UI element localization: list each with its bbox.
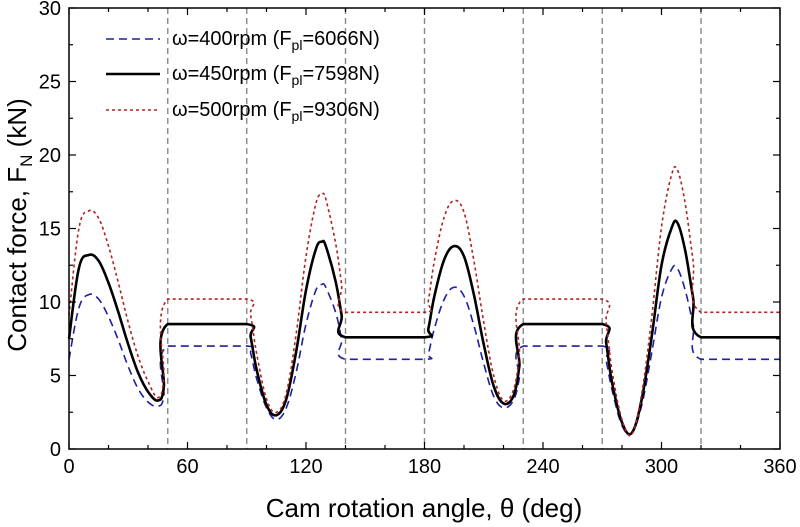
y-tick-label: 0 [50, 439, 61, 461]
legend-label-subscript: pl [292, 72, 303, 88]
x-tick-label: 300 [645, 456, 678, 478]
legend-label-main: ω=450rpm (F [172, 63, 292, 85]
y-tick-label: 10 [39, 292, 61, 314]
y-axis-title-main: Contact force, F [2, 167, 32, 352]
legend-label-tail: =6066N) [302, 28, 379, 50]
legend-label-main: ω=500rpm (F [172, 99, 292, 121]
legend-label: ω=450rpm (Fpl=7598N) [172, 63, 380, 88]
series-lines [67, 165, 780, 437]
y-axis-title: Contact force, FN (kN) [2, 98, 36, 352]
y-axis-title-unit: (kN) [2, 98, 32, 154]
legend-label-tail: =9306N) [302, 99, 379, 121]
y-tick-label: 5 [50, 366, 61, 388]
x-tick-label: 180 [408, 456, 441, 478]
x-axis-ticks: 0 60 120 180 240 300 360 [63, 8, 797, 478]
x-tick-label: 240 [526, 456, 559, 478]
legend-label-subscript: pl [292, 37, 303, 53]
legend-label-tail: =7598N) [302, 63, 379, 85]
series-line-2 [68, 165, 780, 437]
x-tick-label: 60 [176, 456, 198, 478]
y-axis-ticks: 0 5 10 15 20 25 30 [39, 0, 780, 461]
phase-boundary-lines [167, 8, 702, 449]
y-tick-label: 15 [39, 219, 61, 241]
legend: ω=400rpm (Fpl=6066N)ω=450rpm (Fpl=7598N)… [106, 28, 380, 124]
legend-label-main: ω=400rpm (F [172, 28, 292, 50]
y-tick-label: 25 [39, 72, 61, 94]
x-tick-label: 360 [763, 456, 796, 478]
y-axis-title-subscript: N [17, 155, 36, 167]
y-tick-label: 30 [39, 0, 61, 20]
y-tick-label: 20 [39, 145, 61, 167]
x-axis-title: Cam rotation angle, θ (deg) [266, 493, 583, 523]
legend-label: ω=500rpm (Fpl=9306N) [172, 99, 380, 124]
legend-label-subscript: pl [292, 108, 303, 124]
x-tick-label: 120 [289, 456, 322, 478]
legend-label: ω=400rpm (Fpl=6066N) [172, 28, 380, 53]
x-tick-label: 0 [63, 456, 74, 478]
